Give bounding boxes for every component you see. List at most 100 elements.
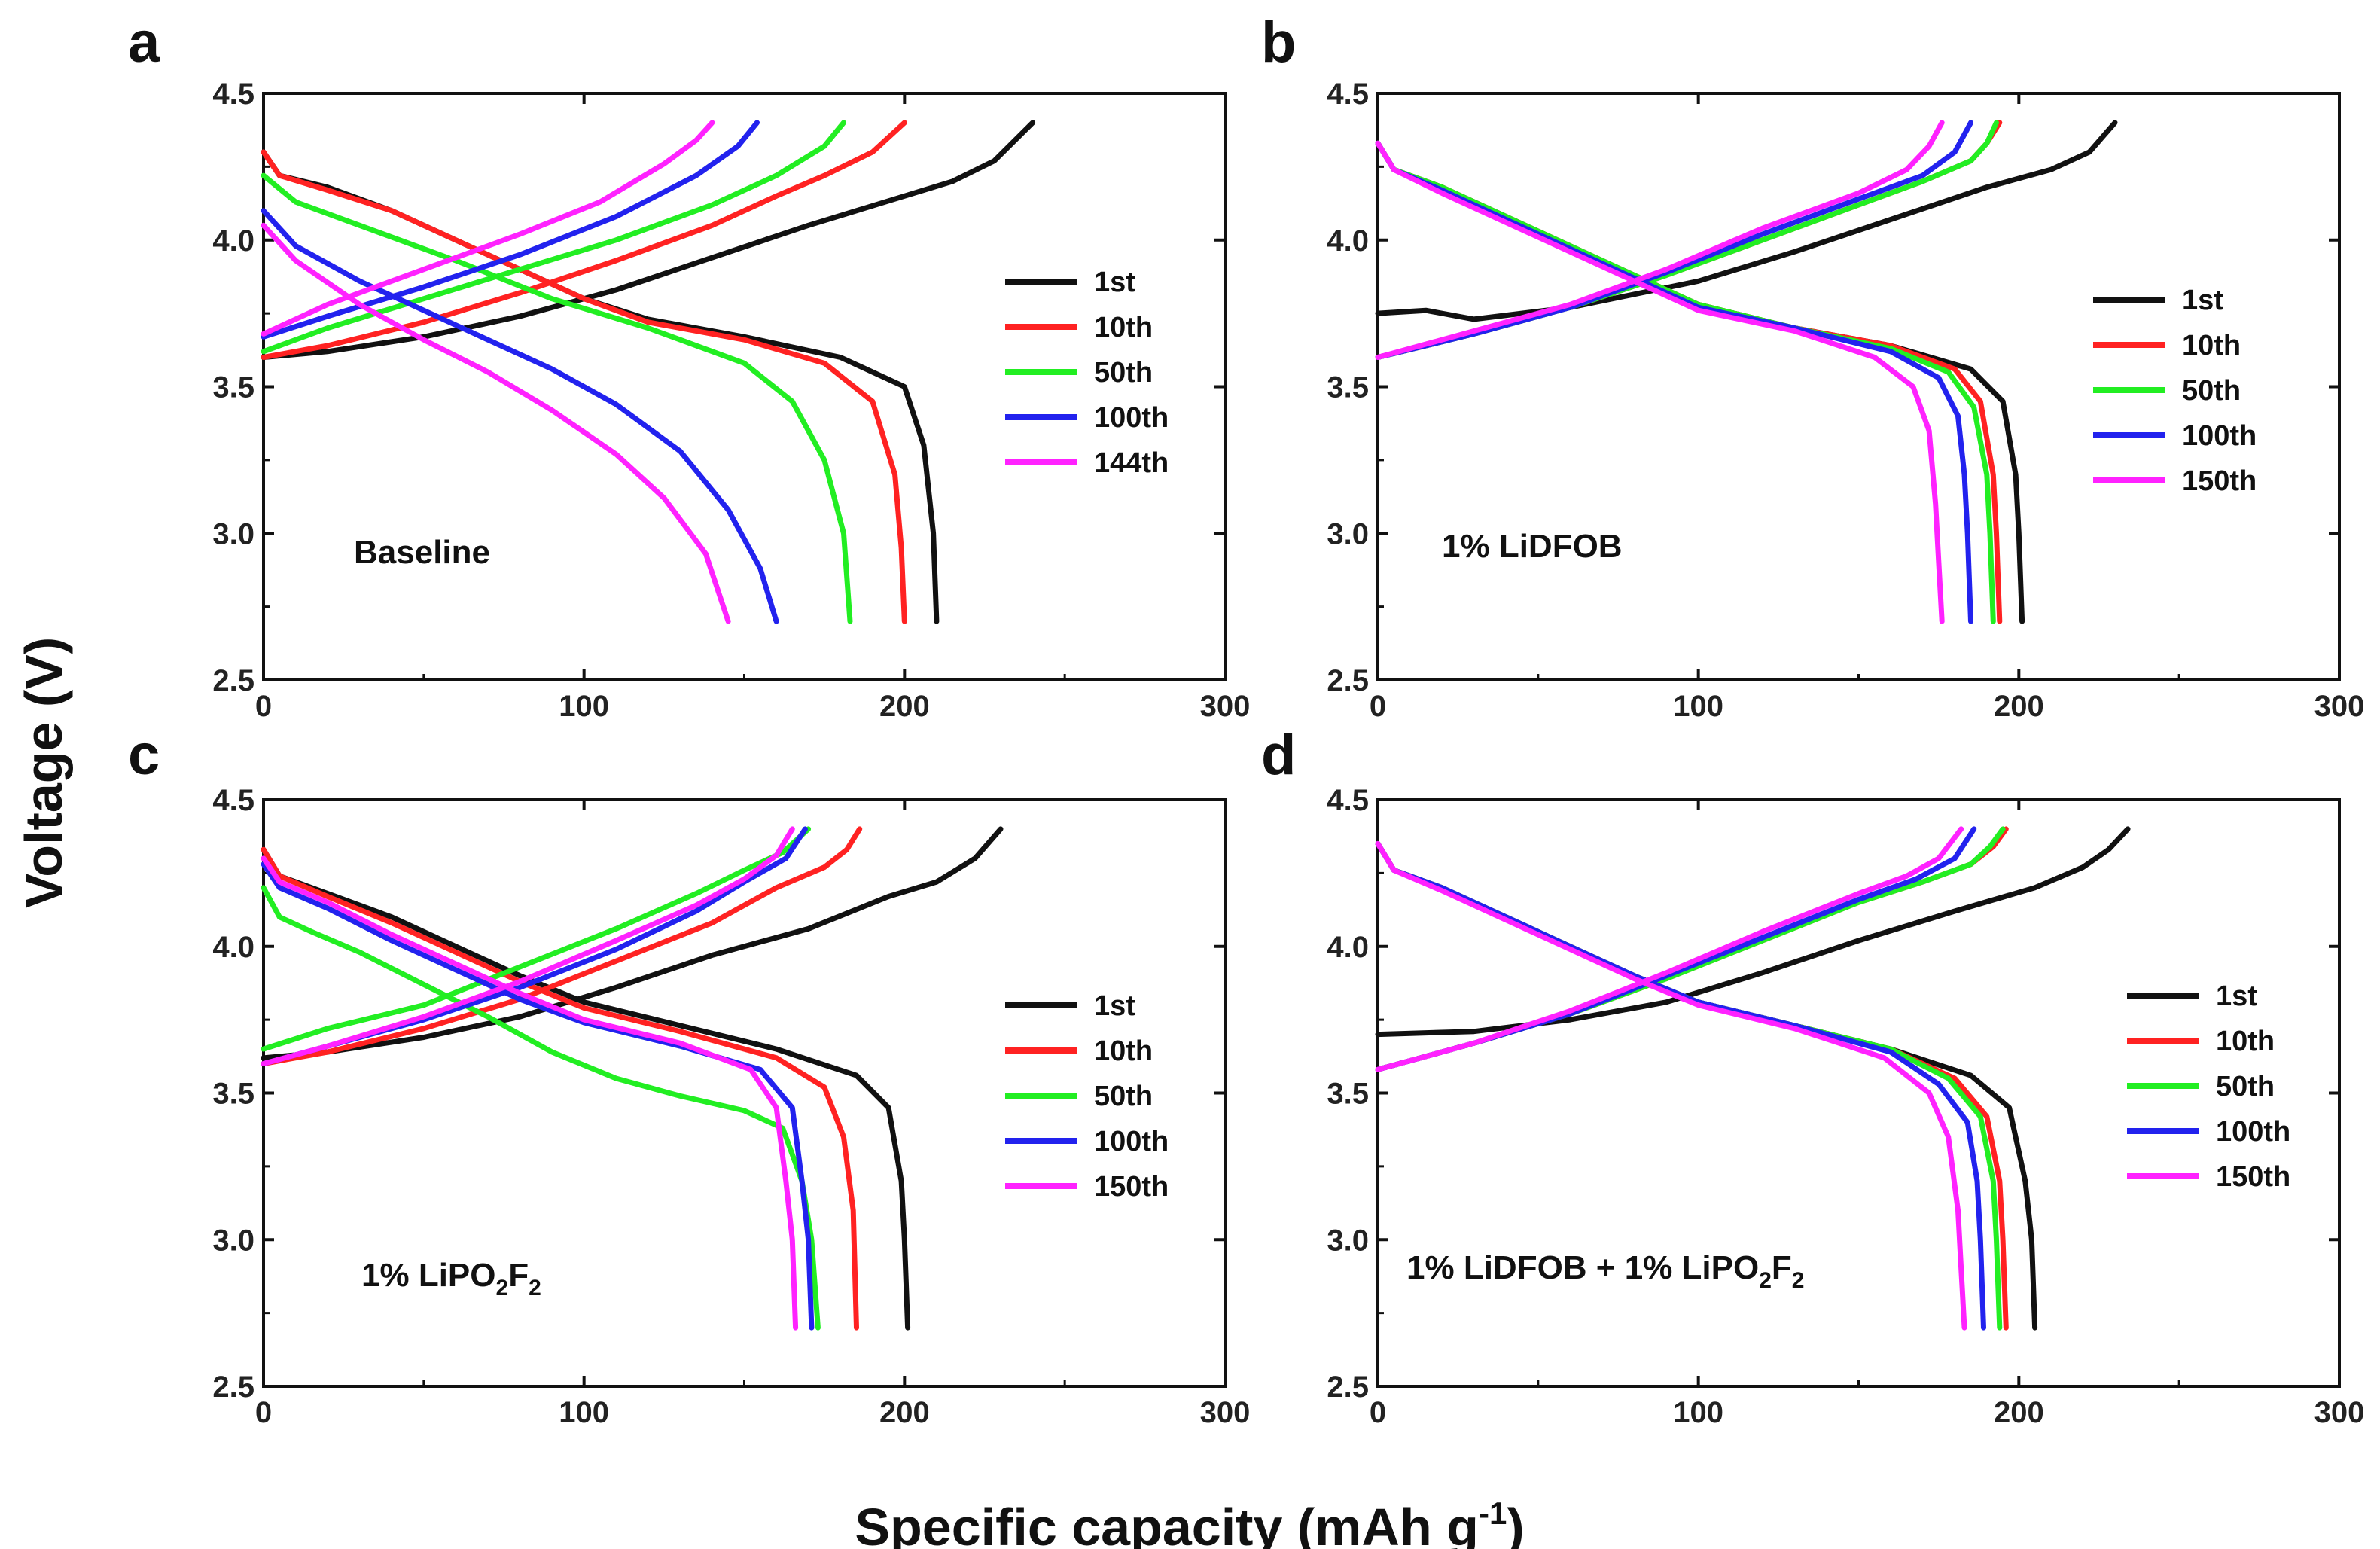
sample-label-sub: 2 <box>496 1276 509 1300</box>
series-10th-charge-line <box>261 826 863 1066</box>
sample-label: 1% LiDFOB <box>1442 528 1623 565</box>
y-tick-label: 3.5 <box>212 1078 254 1111</box>
legend-label: 10th <box>1094 1035 1153 1067</box>
x-tick-label: 300 <box>2314 1396 2365 1429</box>
series-50th-charge-line <box>261 826 812 1052</box>
legend-label: 100th <box>2182 420 2257 452</box>
y-tick-label: 3.5 <box>1327 371 1369 404</box>
series-150th-discharge-line <box>1375 840 1967 1331</box>
sample-label-mid: F <box>508 1257 529 1294</box>
x-tick-label: 100 <box>559 690 609 723</box>
series-10th-charge-line <box>1375 120 2003 360</box>
series-144th-charge-line <box>261 120 715 337</box>
x-tick-label: 300 <box>2314 690 2365 723</box>
series-100th-discharge-line <box>1375 840 1986 1331</box>
y-tick-label: 4.5 <box>212 78 254 111</box>
legend-label: 50th <box>2216 1071 2275 1102</box>
y-tick-label: 4.0 <box>212 224 254 258</box>
x-tick-label: 100 <box>1673 690 1723 723</box>
y-tick-label: 4.5 <box>1327 784 1369 817</box>
series-144th-discharge-line <box>261 222 731 624</box>
x-tick-label: 0 <box>1370 1396 1386 1429</box>
sample-label: Baseline <box>354 534 490 571</box>
x-tick-label: 200 <box>879 1396 930 1429</box>
panel-label: a <box>128 11 160 75</box>
x-tick-label: 0 <box>255 1396 272 1429</box>
x-tick-label: 300 <box>1200 1396 1251 1429</box>
y-tick-label: 3.0 <box>1327 1224 1369 1257</box>
x-axis-title-sup: -1 <box>1479 1496 1507 1531</box>
y-tick-label: 3.5 <box>1327 1078 1369 1111</box>
legend-label: 1st <box>2216 980 2257 1012</box>
sample-label: 1% LiDFOB + 1% LiPO2F2 <box>1406 1249 1804 1293</box>
y-tick-label: 3.0 <box>1327 517 1369 550</box>
sample-label: 1% LiPO2F2 <box>361 1257 541 1300</box>
panel-c: c 0 100 200 300 2.5 3.0 3.5 4.0 4.5 1st 10th 50th 100… <box>128 723 1250 1429</box>
series-1st-charge-line <box>261 120 1036 360</box>
sample-label-sub: 2 <box>1759 1268 1772 1293</box>
y-tick-label: 2.5 <box>1327 1371 1369 1404</box>
legend-label: 1st <box>2182 285 2223 316</box>
y-tick-label: 2.5 <box>1327 664 1369 697</box>
y-tick-label: 4.0 <box>1327 224 1369 258</box>
legend-label: 100th <box>2216 1116 2290 1148</box>
y-tick-label: 2.5 <box>212 1371 254 1404</box>
legend-label: 50th <box>1094 1081 1153 1112</box>
x-tick-label: 200 <box>1994 1396 2044 1429</box>
y-axis-title: Voltage (V) <box>14 637 73 908</box>
series-150th-charge-line <box>1375 120 1945 360</box>
series-150th-charge-line <box>1375 826 1964 1072</box>
legend-label: 100th <box>1094 402 1169 434</box>
panel-d: d 0 100 200 300 2.5 3.0 3.5 4.0 4.5 1st 10th 50th 100… <box>1261 723 2364 1429</box>
sample-label-sub: 2 <box>529 1276 541 1300</box>
x-tick-label: 100 <box>559 1396 609 1429</box>
y-tick-label: 3.0 <box>212 1224 254 1257</box>
plot-frame <box>262 798 1227 1388</box>
legend-label: 50th <box>1094 357 1153 389</box>
series-100th-discharge-line <box>1375 140 1973 624</box>
series-50th-charge-line <box>1375 120 1999 360</box>
legend-label: 144th <box>1094 447 1169 479</box>
y-tick-label: 3.0 <box>212 517 254 550</box>
series-1st-discharge-line <box>261 846 911 1331</box>
series-1st-charge-line <box>261 826 1004 1061</box>
series-50th-charge-line <box>261 120 846 355</box>
legend-label: 150th <box>2182 465 2257 497</box>
x-axis-title-main: Specific capacity (mAh g <box>855 1498 1479 1549</box>
panel-a: a 0 100 200 300 2.5 3.0 3.5 4.0 4.5 1st 10th 50th 100… <box>128 11 1250 723</box>
plot-frame <box>262 92 1227 681</box>
legend: 1st 10th 50th 100th 150th <box>1005 990 1169 1203</box>
legend-label: 50th <box>2182 375 2241 407</box>
series-100th-charge-line <box>261 120 760 340</box>
y-tick-label: 4.0 <box>1327 931 1369 964</box>
y-tick-label: 4.5 <box>212 784 254 817</box>
x-tick-label: 200 <box>879 690 930 723</box>
series-1st-charge-line <box>1375 120 2118 322</box>
series-150th-discharge-line <box>1375 140 1945 624</box>
x-axis-title: Specific capacity (mAh g-1) <box>855 1496 1524 1549</box>
series-100th-discharge-line <box>261 861 815 1331</box>
y-tick-label: 4.0 <box>212 931 254 964</box>
legend: 1st 10th 50th 100th 150th <box>2127 980 2290 1193</box>
plot-frame <box>1376 798 2341 1388</box>
series-1st-charge-line <box>1375 826 2131 1038</box>
sample-label-main: Baseline <box>354 534 490 571</box>
y-tick-label: 4.5 <box>1327 78 1369 111</box>
series-50th-discharge-line <box>261 172 853 624</box>
x-tick-label: 100 <box>1673 1396 1723 1429</box>
legend-label: 150th <box>1094 1171 1169 1203</box>
legend: 1st 10th 50th 100th 144th <box>1005 267 1169 479</box>
series-10th-charge-line <box>261 120 907 360</box>
sample-label-main: 1% LiPO <box>361 1257 496 1294</box>
x-tick-label: 0 <box>1370 690 1386 723</box>
series-150th-charge-line <box>261 826 795 1066</box>
series-100th-charge-line <box>1375 120 1973 360</box>
panel-label: d <box>1261 723 1296 787</box>
panel-label: b <box>1261 11 1296 75</box>
y-tick-label: 3.5 <box>212 371 254 404</box>
x-tick-label: 200 <box>1994 690 2044 723</box>
panel-b: b 0 100 200 300 2.5 3.0 3.5 4.0 4.5 1st 10th 50th 100… <box>1261 11 2364 723</box>
legend-label: 10th <box>2182 330 2241 361</box>
series-100th-discharge-line <box>261 208 779 624</box>
